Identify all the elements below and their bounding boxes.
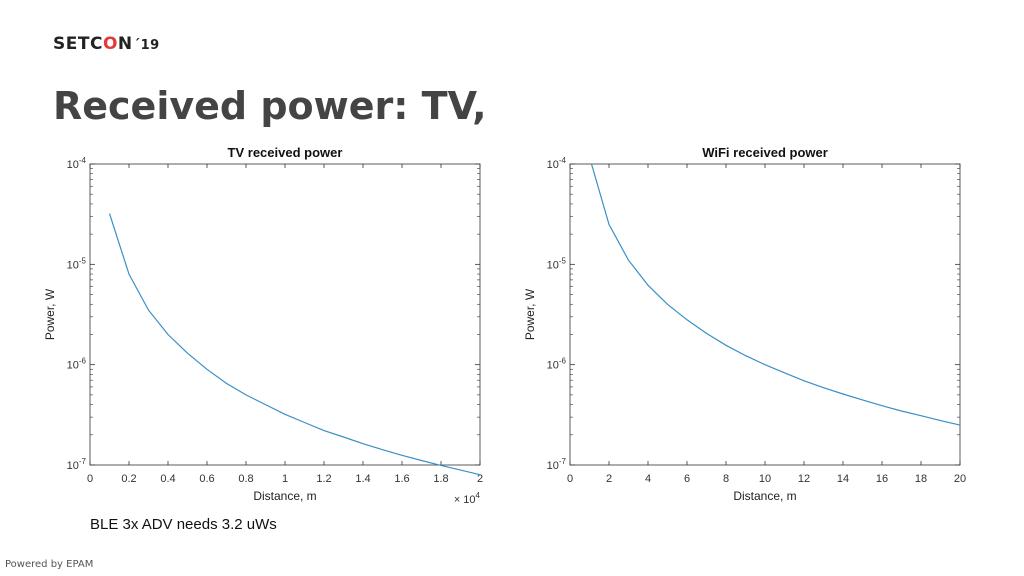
wifi-x-tick-label: 0 (567, 473, 573, 485)
wifi-x-tick-label: 10 (759, 473, 771, 485)
wifi-x-axis-label: Distance, m (733, 489, 796, 503)
tv-y-tick-label: 10-5 (67, 256, 87, 271)
wifi-y-tick-label: 10-4 (547, 156, 567, 171)
wifi-x-tick-label: 12 (798, 473, 810, 485)
tv-x-tick-label: 1.6 (394, 473, 409, 485)
tv-x-multiplier: × 104 (454, 491, 481, 506)
logo-text-post: N (117, 34, 133, 54)
tv-series-line-0 (108, 213, 481, 476)
tv-x-tick-label: 1.4 (355, 473, 370, 485)
wifi-power-chart: WiFi received power 0 2 4 6 8 10 12 14 16 18 20 10-7… (520, 140, 980, 515)
tv-x-tick-label: 0.6 (199, 473, 214, 485)
tv-x-tick-label: 1.2 (316, 473, 331, 485)
footer-powered-by: Powered by EPAM (5, 559, 94, 570)
wifi-y-axis-label: Power, W (523, 288, 537, 340)
wifi-x-tick-label: 18 (915, 473, 927, 485)
tv-x-tick-label: 0.8 (238, 473, 253, 485)
wifi-y-tick-label: 10-6 (547, 357, 567, 372)
tv-y-tick-label: 10-6 (67, 357, 87, 372)
ble-note: BLE 3x ADV needs 3.2 uWs (90, 516, 277, 533)
wifi-power-chart-svg: WiFi received power 0 2 4 6 8 10 12 14 16 18 20 10-7… (523, 145, 966, 503)
wifi-chart-title: WiFi received power (702, 145, 828, 160)
wifi-x-tick-label: 6 (684, 473, 690, 485)
wifi-x-tick-label: 4 (645, 473, 651, 485)
tv-y-tick-label: 10-7 (67, 457, 87, 472)
logo-text-pre: SETC (53, 34, 103, 54)
wifi-x-tick-label: 20 (954, 473, 966, 485)
tv-x-axis-label: Distance, m (253, 489, 316, 503)
tv-plot-area (89, 163, 481, 466)
wifi-series-line-0 (590, 163, 961, 426)
wifi-y-tick-label: 10-7 (547, 457, 567, 472)
tv-x-tick-label: 2 (477, 473, 483, 485)
wifi-x-tick-label: 14 (837, 473, 849, 485)
tv-x-tick-label: 1 (282, 473, 288, 485)
tv-x-tick-label: 0.2 (121, 473, 136, 485)
setcon-logo: SETCON´19 (53, 34, 160, 54)
logo-text-o: O (102, 34, 118, 54)
tv-y-tick-label: 10-4 (67, 156, 87, 171)
slide-title: Received power: TV, (53, 84, 487, 128)
tv-x-tick-label: 0.4 (160, 473, 175, 485)
wifi-plot-area (569, 163, 961, 466)
wifi-x-tick-label: 2 (606, 473, 612, 485)
wifi-x-tick-label: 8 (723, 473, 729, 485)
wifi-x-tick-label: 16 (876, 473, 888, 485)
tv-x-tick-label: 1.8 (433, 473, 448, 485)
tv-power-chart-svg: TV received power 0 0.2 0.4 0.6 0.8 1 1.2 1.4 1.6… (43, 145, 483, 506)
tv-y-axis-label: Power, W (43, 288, 57, 340)
tv-chart-title: TV received power (228, 145, 343, 160)
wifi-y-tick-label: 10-5 (547, 256, 567, 271)
tv-power-chart: TV received power 0 0.2 0.4 0.6 0.8 1 1.2 1.4 1.6… (40, 140, 500, 515)
logo-version: ´19 (133, 38, 160, 53)
tv-x-tick-label: 0 (87, 473, 93, 485)
